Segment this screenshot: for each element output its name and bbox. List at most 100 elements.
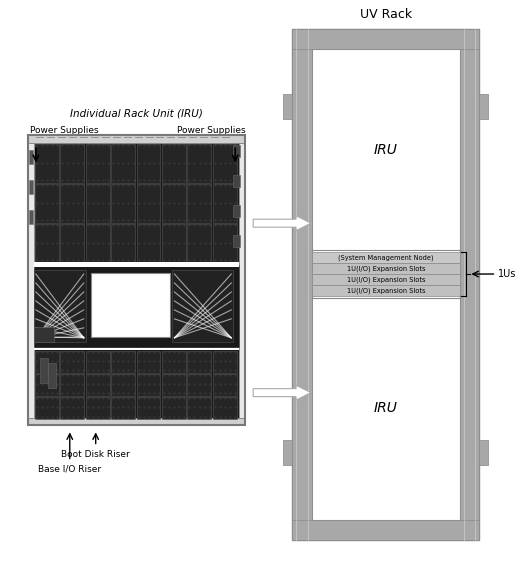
Bar (137, 145, 161, 183)
Bar (312, 263, 460, 274)
Bar (48, 363, 56, 388)
Bar (283, 94, 292, 119)
Text: Base I/O Riser: Base I/O Riser (38, 465, 101, 474)
Bar (29, 210, 33, 224)
Bar (35, 351, 59, 372)
Bar (86, 224, 110, 263)
Bar (86, 184, 110, 223)
Bar (312, 49, 460, 520)
Bar (137, 397, 161, 419)
Bar (292, 29, 479, 49)
Bar (60, 184, 84, 223)
Bar (213, 184, 237, 223)
Bar (60, 145, 84, 183)
Bar (29, 150, 33, 164)
Bar (35, 184, 59, 223)
Text: 1U(I/O) Expansion Slots: 1U(I/O) Expansion Slots (346, 287, 425, 294)
Bar (34, 327, 54, 342)
Bar (292, 29, 479, 540)
Bar (213, 397, 237, 419)
Bar (34, 265, 239, 347)
Bar (137, 374, 161, 396)
Polygon shape (253, 385, 311, 400)
Text: IRU: IRU (374, 401, 398, 415)
Bar (137, 184, 161, 223)
Bar (86, 351, 110, 372)
Bar (111, 145, 135, 183)
Bar (28, 136, 34, 424)
Text: Individual Rack Unit (IRU): Individual Rack Unit (IRU) (70, 108, 203, 119)
Bar (28, 136, 245, 424)
Bar (34, 264, 239, 267)
Text: 1U(I/O) Expansion Slots: 1U(I/O) Expansion Slots (346, 266, 425, 272)
Bar (86, 397, 110, 419)
Bar (34, 348, 239, 350)
Bar (111, 184, 135, 223)
Bar (28, 136, 245, 144)
Bar (187, 351, 211, 372)
Bar (35, 397, 59, 419)
Bar (35, 374, 59, 396)
Bar (312, 252, 460, 263)
Bar (233, 175, 240, 188)
Bar (187, 224, 211, 263)
Bar (60, 374, 84, 396)
Bar (111, 374, 135, 396)
Text: 1Us: 1Us (498, 269, 517, 279)
Bar (29, 180, 33, 194)
Text: UV Rack: UV Rack (360, 8, 412, 21)
Text: (System Management Node): (System Management Node) (338, 254, 434, 261)
Text: Power Supplies: Power Supplies (177, 126, 246, 135)
Bar (60, 224, 84, 263)
Bar (187, 374, 211, 396)
Bar (479, 94, 488, 119)
Bar (233, 145, 240, 158)
Bar (187, 145, 211, 183)
Polygon shape (253, 216, 311, 231)
Bar (28, 136, 245, 424)
Bar (312, 250, 460, 298)
Bar (162, 351, 186, 372)
Bar (111, 351, 135, 372)
Text: 1U(I/O) Expansion Slots: 1U(I/O) Expansion Slots (346, 276, 425, 282)
Bar (34, 262, 239, 264)
Bar (111, 224, 135, 263)
Bar (60, 397, 84, 419)
Bar (312, 285, 460, 296)
Bar (86, 145, 110, 183)
Bar (137, 224, 161, 263)
Bar (479, 441, 488, 466)
Bar (162, 184, 186, 223)
Bar (213, 351, 237, 372)
Bar (34, 270, 86, 342)
Bar (35, 145, 59, 183)
Bar (213, 374, 237, 396)
Bar (162, 397, 186, 419)
Bar (233, 235, 240, 247)
Bar (460, 29, 479, 540)
Bar (35, 224, 59, 263)
Bar (292, 29, 312, 540)
Bar (60, 351, 84, 372)
Bar (111, 397, 135, 419)
Bar (292, 520, 479, 540)
Bar (187, 184, 211, 223)
Bar (86, 374, 110, 396)
Bar (173, 270, 233, 342)
Text: Boot Disk Riser: Boot Disk Riser (61, 450, 130, 459)
Bar (213, 145, 237, 183)
Bar (162, 224, 186, 263)
Bar (162, 145, 186, 183)
Bar (162, 374, 186, 396)
Bar (213, 224, 237, 263)
Bar (233, 205, 240, 217)
Text: IRU: IRU (374, 144, 398, 158)
Bar (283, 441, 292, 466)
Bar (28, 418, 245, 424)
Bar (40, 358, 48, 383)
Bar (90, 273, 171, 337)
Bar (137, 351, 161, 372)
Bar (239, 136, 245, 424)
Bar (187, 397, 211, 419)
Bar (312, 274, 460, 285)
